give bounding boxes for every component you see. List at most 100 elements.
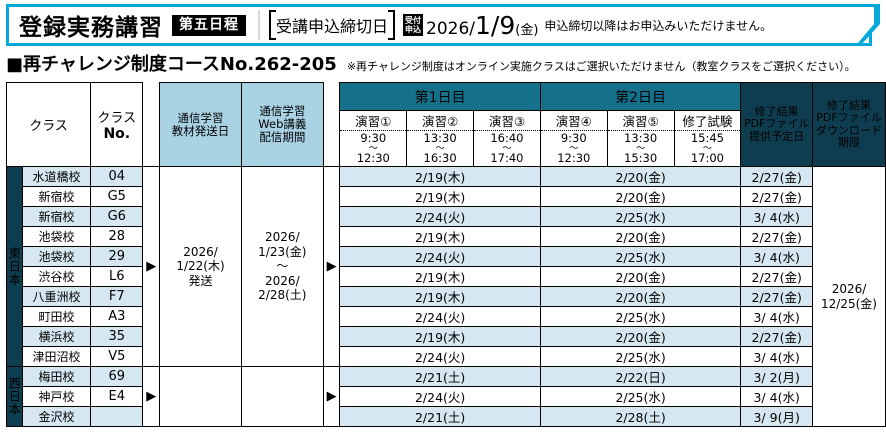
table-row[interactable]: 渋谷校 L6 2/19(木) 2/20(金) 2/27(金) [7,266,886,287]
mini-badge-top: 受付 [405,16,422,25]
school-name: 水道橋校 [21,166,92,187]
day2-date: 2/20(金) [539,266,742,287]
table-head: クラス クラス No. 通信学習 教材発送日 通信学習 Web講義 配信期間 [5,82,886,167]
region-label-1: 東日本 [6,166,23,367]
class-number: G5 [90,186,144,207]
time-range-tilde: 〜 [435,143,445,154]
header-material-ship-date: 通信学習 教材発送日 [159,82,242,167]
session-end-time: 15:30 [624,150,658,165]
header-session-2-time: 13:30 〜 16:30 [406,130,475,167]
material-ship-date [159,366,242,427]
header-session-6-name: 修了試験 [673,110,742,131]
deadline-year: 2026/ [426,18,476,39]
table-row[interactable]: 八重洲校 F7 2/19(木) 2/20(金) 2/27(金) [7,286,886,307]
pdf-provide-date: 3/ 2(月) [740,366,813,387]
pdf-provide-date: 3/ 4(水) [740,346,813,367]
day2-date: 2/25(水) [539,306,742,327]
day2-date: 2/25(水) [539,346,742,367]
school-name: 新宿校 [21,186,92,207]
header-session-2-name: 演習② [406,110,475,131]
day1-date: 2/21(土) [339,366,541,387]
day1-date: 2/24(火) [339,246,541,267]
pdf-provide-date: 2/27(金) [740,286,813,307]
table-row[interactable]: 東日本 水道橋校 04 ▶ 2026/1/22(木) 発送 2026/1/23(金) 〜 202… [6,166,886,427]
header-material-l2: 教材発送日 [171,123,230,138]
table-row[interactable]: 西日本 梅田校 69 ▶ ▶ 2/21(土) 2/22(日) 3/ 2(月) [6,366,886,427]
class-number: A3 [90,306,144,327]
pdf-provide-date: 2/27(金) [740,266,813,287]
header-pdf-provide-date: 修了結果 PDFファイル 提供予定日 [740,82,813,167]
table-row[interactable]: 新宿校 G6 2/24(火) 2/25(水) 3/ 4(水) [7,206,886,227]
time-range-tilde: 〜 [368,143,378,154]
schedule-table-wrapper: クラス クラス No. 通信学習 教材発送日 通信学習 Web講義 配信期間 [5,82,886,427]
material-ship-line: 2026/ [183,244,218,259]
material-ship-line: 発送 [188,273,213,288]
session-start-time: 15:45 [690,130,724,145]
school-name: 町田校 [21,306,92,327]
region-label-2: 西日本 [6,366,23,427]
header-web-l3: 配信期間 [259,129,306,144]
table-row[interactable]: 池袋校 28 2/19(木) 2/20(金) 2/27(金) [7,226,886,247]
day1-date: 2/21(土) [339,406,541,427]
header-pdf-download-deadline: 修了結果 PDFファイル ダウンロード 期限 [811,82,886,167]
table-row[interactable]: 町田校 A3 2/24(火) 2/25(水) 3/ 4(水) [7,306,886,327]
class-number: 29 [90,246,144,267]
header-class-no-l1: クラス [97,111,137,126]
arrow-right-icon: ▶ [322,366,341,427]
day2-date: 2/20(金) [539,186,742,207]
school-name: 池袋校 [21,226,92,247]
deadline-date: 2026/1/9(金) [426,11,538,40]
day2-date: 2/22(日) [539,366,742,387]
pdf-provide-date: 3/ 4(水) [740,206,813,227]
header-day2: 第2日目 [539,82,742,111]
header-day1: 第1日目 [339,82,541,111]
day1-date: 2/19(木) [339,286,541,307]
spacer-col-2 [323,83,340,167]
header-web-l2: Web講義 [258,117,307,132]
header-session-5-time: 13:30 〜 15:30 [606,130,675,167]
header-pdf-provide-l2: PDFファイル [743,117,810,131]
day2-date: 2/20(金) [539,166,742,187]
day1-date: 2/24(火) [339,306,541,327]
table-row[interactable]: 津田沼校 V5 2/24(火) 2/25(水) 3/ 4(水) [7,346,886,367]
header-session-5-name: 演習⑤ [606,110,675,131]
title-banner: 登録実務講習 第五日程 受講申込締切日 受付 申込 2026/1/9(金) 申込… [6,4,872,46]
arrow-right-icon: ▶ [322,166,341,367]
deadline-label-text: 受講申込締切日 [276,17,389,36]
class-number: 28 [90,226,144,247]
deadline-month: 1 [475,10,491,40]
pdf-provide-date: 2/27(金) [740,186,813,207]
header-session-3-name: 演習③ [473,110,541,131]
day1-date: 2/24(火) [339,206,541,227]
table-row[interactable]: 池袋校 29 2/24(火) 2/25(水) 3/ 4(水) [7,246,886,267]
day2-date: 2/25(水) [539,246,742,267]
day1-date: 2/19(木) [339,186,541,207]
class-number [90,406,144,427]
day1-date: 2/24(火) [339,346,541,367]
session-start-time: 9:30 [360,130,387,145]
web-period-line: 2026/ [265,273,300,288]
table-row[interactable]: 横浜校 35 2/19(木) 2/20(金) 2/27(金) [7,326,886,347]
class-number: F7 [90,286,144,307]
day1-date: 2/24(火) [339,386,541,407]
page-title: 登録実務講習 [19,15,163,41]
header-class-no: クラス No. [90,82,144,167]
arrow-left-icon: ▶ [142,166,161,367]
table-row[interactable]: 金沢校 2/21(土) 2/28(土) 3/ 9(月) [7,406,886,427]
arrow-left-icon: ▶ [142,366,161,427]
school-name: 新宿校 [21,206,92,227]
header-class: クラス [5,82,92,167]
header-pdf-dl-l3: ダウンロード [815,123,882,137]
day1-date: 2/19(木) [339,266,541,287]
header-session-1-time: 9:30 〜 12:30 [339,130,408,167]
deadline-note: 申込締切以降はお申込みいただけません。 [544,18,773,33]
header-session-4-name: 演習④ [539,110,608,131]
class-number: G6 [90,206,144,227]
header-row-1: クラス クラス No. 通信学習 教材発送日 通信学習 Web講義 配信期間 [5,82,886,167]
header-class-no-l2: No. [103,126,131,142]
class-number: 35 [90,326,144,347]
header-pdf-dl-l4: 期限 [837,135,860,149]
table-row[interactable]: 新宿校 G5 2/19(木) 2/20(金) 2/27(金) [7,186,886,207]
table-row[interactable]: 神戸校 E4 2/24(火) 2/25(水) 3/ 4(水) [7,386,886,407]
